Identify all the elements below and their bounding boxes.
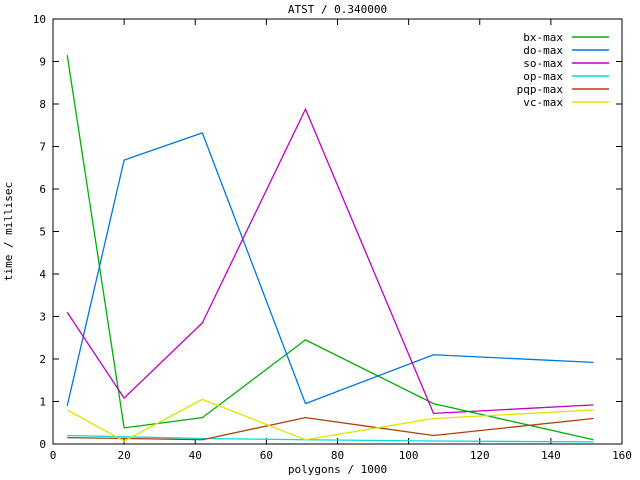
legend-label-vc-max: vc-max bbox=[523, 96, 563, 109]
chart-title: ATST / 0.340000 bbox=[288, 3, 387, 16]
x-tick-label: 80 bbox=[331, 449, 344, 462]
x-tick-label: 120 bbox=[470, 449, 490, 462]
x-tick-label: 160 bbox=[612, 449, 632, 462]
y-tick-label: 1 bbox=[39, 396, 46, 409]
x-tick-label: 60 bbox=[260, 449, 273, 462]
y-tick-label: 8 bbox=[39, 98, 46, 111]
series-do-max-line bbox=[66, 132, 594, 406]
x-tick-label: 20 bbox=[118, 449, 131, 462]
y-tick-label: 0 bbox=[39, 438, 46, 451]
x-tick-label: 100 bbox=[399, 449, 419, 462]
y-tick-label: 6 bbox=[39, 183, 46, 196]
y-tick-label: 5 bbox=[39, 226, 46, 239]
series-vc-max-line bbox=[66, 398, 594, 442]
y-tick-label: 2 bbox=[39, 353, 46, 366]
x-tick-label: 140 bbox=[541, 449, 561, 462]
y-tick-label: 9 bbox=[39, 56, 46, 69]
x-tick-label: 40 bbox=[189, 449, 202, 462]
y-tick-label: 4 bbox=[39, 268, 46, 281]
x-tick-label: 0 bbox=[50, 449, 57, 462]
y-axis-label: time / millisec bbox=[2, 182, 15, 281]
y-tick-label: 10 bbox=[33, 13, 46, 26]
legend-label-pqp-max: pqp-max bbox=[517, 83, 564, 96]
legend-label-op-max: op-max bbox=[523, 70, 563, 83]
legend-label-bx-max: bx-max bbox=[523, 31, 563, 44]
legend-label-so-max: so-max bbox=[523, 57, 563, 70]
series-bx-max-line bbox=[66, 55, 594, 441]
y-tick-label: 7 bbox=[39, 141, 46, 154]
series-pqp-max-line bbox=[67, 416, 594, 441]
legend-label-do-max: do-max bbox=[523, 44, 563, 57]
y-tick-label: 3 bbox=[39, 311, 46, 324]
x-axis-label: polygons / 1000 bbox=[288, 463, 387, 476]
series-so-max-line bbox=[66, 108, 594, 415]
